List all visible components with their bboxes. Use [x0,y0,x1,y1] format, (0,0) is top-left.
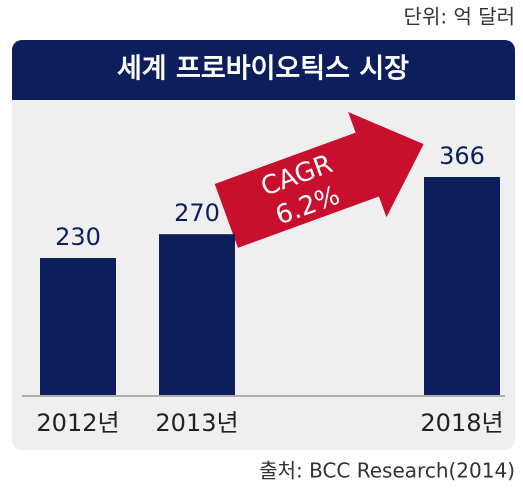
x-tick-label: 2013년 [155,409,238,437]
chart-title: 세계 프로바이오틱스 시장 [117,54,409,85]
value-label: 230 [55,223,101,251]
source-label: 출처: BCC Research(2014) [259,459,515,483]
bar [424,177,500,395]
x-tick-label: 2012년 [36,409,119,437]
unit-label: 단위: 억 달러 [404,5,515,29]
title-banner [12,40,515,100]
bar [40,258,116,395]
x-tick-label: 2018년 [420,409,503,437]
arrow-shape [214,111,424,248]
value-label: 366 [439,142,485,170]
bar [159,234,235,395]
value-label: 270 [174,199,220,227]
